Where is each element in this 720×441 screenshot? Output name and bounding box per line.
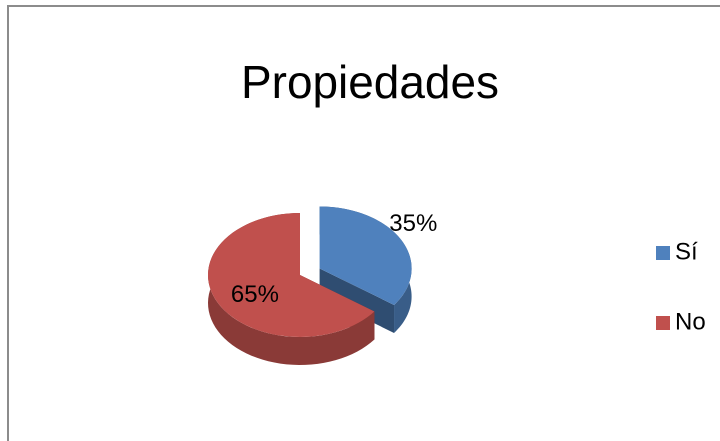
slice-side [319, 268, 395, 333]
legend-swatch [656, 246, 670, 260]
legend-label: Sí [675, 238, 698, 265]
slice [208, 212, 375, 337]
data-label: 35% [389, 210, 437, 237]
data-label: 65% [231, 281, 279, 308]
legend-swatch [656, 316, 670, 330]
slice [319, 206, 412, 305]
chart-title: Propiedades [241, 56, 499, 108]
legend-label: No [675, 308, 706, 335]
